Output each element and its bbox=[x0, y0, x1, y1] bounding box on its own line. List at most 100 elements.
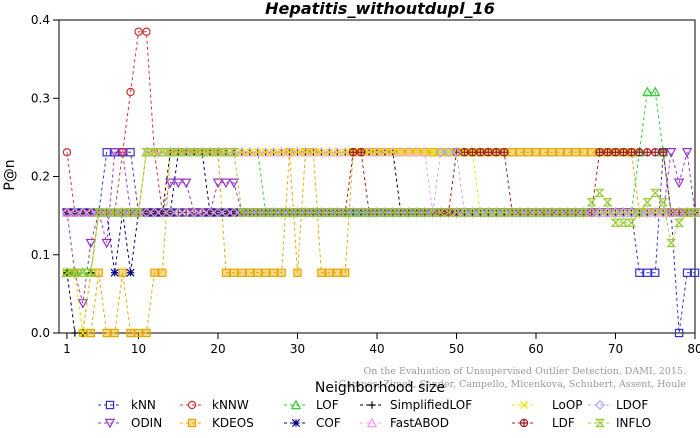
data-point-loop bbox=[333, 148, 342, 157]
series-odin bbox=[61, 148, 700, 309]
x-tick-label: 60 bbox=[528, 342, 543, 356]
data-point-kdeos bbox=[142, 328, 151, 338]
series-line-loop bbox=[67, 151, 695, 334]
data-point-loop bbox=[428, 148, 437, 157]
data-point-kdeos bbox=[563, 148, 573, 157]
legend-item-odin: ODIN bbox=[98, 416, 162, 430]
x-tick-label: 50 bbox=[449, 342, 464, 356]
data-point-ldf bbox=[611, 148, 620, 157]
data-point-inflo bbox=[117, 208, 128, 217]
watermark-line-1: On the Evaluation of Unsupervised Outlie… bbox=[363, 366, 686, 377]
data-point-kdeos bbox=[293, 268, 302, 277]
data-point-ldof bbox=[85, 207, 96, 218]
data-point-knnw bbox=[134, 27, 143, 36]
legend-marker-kdeos bbox=[187, 418, 197, 428]
x-tick-label: 80 bbox=[687, 342, 700, 356]
legend-label-inflo: INFLO bbox=[616, 416, 651, 430]
data-point-ldf bbox=[603, 148, 612, 157]
data-point-inflo bbox=[642, 198, 653, 207]
data-point-ldof bbox=[69, 207, 80, 218]
data-point-fastabod bbox=[332, 146, 343, 157]
series-kdeos bbox=[62, 148, 700, 338]
data-point-kdeos bbox=[261, 268, 270, 277]
y-tick-label: 0.3 bbox=[31, 91, 50, 105]
data-point-ldf bbox=[484, 148, 493, 157]
data-point-inflo bbox=[276, 208, 287, 217]
legend-marker-fastabod bbox=[366, 417, 378, 428]
data-point-inflo bbox=[634, 208, 645, 217]
data-point-ldf bbox=[651, 148, 660, 157]
data-point-inflo bbox=[77, 268, 88, 277]
legend-marker-inflo bbox=[594, 418, 606, 428]
data-point-loop bbox=[420, 148, 429, 157]
data-point-loop bbox=[269, 148, 278, 157]
data-point-ldof bbox=[141, 207, 152, 218]
data-point-ldf bbox=[659, 148, 668, 157]
data-point-loop bbox=[396, 148, 405, 157]
data-point-knn bbox=[674, 328, 684, 338]
data-point-inflo bbox=[205, 148, 216, 157]
data-point-inflo bbox=[546, 208, 557, 217]
data-point-inflo bbox=[284, 208, 295, 217]
data-point-fastabod bbox=[379, 146, 391, 157]
data-point-odin bbox=[173, 178, 184, 189]
legend-item-knnw: kNNW bbox=[180, 398, 249, 412]
data-point-inflo bbox=[364, 208, 375, 217]
data-point-kdeos bbox=[158, 268, 167, 277]
x-tick-label: 1 bbox=[63, 342, 71, 356]
data-point-inflo bbox=[538, 208, 549, 217]
data-point-inflo bbox=[141, 148, 152, 157]
data-point-ldof bbox=[602, 207, 613, 218]
data-point-kdeos bbox=[325, 268, 334, 277]
data-point-kdeos bbox=[102, 328, 111, 338]
data-point-fastabod bbox=[284, 146, 295, 157]
data-point-kdeos bbox=[221, 268, 231, 277]
chart-title: Hepatitis_withoutdupl_16 bbox=[265, 0, 495, 18]
legend-item-ldf: LDF bbox=[512, 416, 575, 430]
legend-item-lof: LOF bbox=[284, 398, 339, 412]
data-point-knnw bbox=[118, 148, 127, 157]
y-tick-label: 0.4 bbox=[31, 13, 50, 27]
legend-item-cof: COF bbox=[284, 416, 341, 430]
data-point-inflo bbox=[173, 148, 184, 157]
data-point-inflo bbox=[181, 148, 192, 157]
data-point-inflo bbox=[523, 208, 534, 217]
data-point-kdeos bbox=[110, 328, 119, 338]
data-point-loop bbox=[309, 148, 318, 157]
data-point-inflo bbox=[324, 208, 335, 217]
data-point-inflo bbox=[300, 208, 311, 217]
data-point-inflo bbox=[69, 268, 80, 277]
data-point-ldof bbox=[220, 207, 231, 218]
data-point-odin bbox=[681, 148, 693, 158]
data-point-odin bbox=[665, 148, 677, 158]
data-point-kdeos bbox=[245, 268, 254, 277]
data-point-inflo bbox=[252, 208, 263, 217]
x-tick-label: 70 bbox=[608, 342, 623, 356]
data-point-ldof bbox=[61, 207, 72, 218]
legend-marker-loop bbox=[519, 400, 529, 410]
data-point-ldf bbox=[348, 148, 358, 157]
data-point-inflo bbox=[197, 148, 208, 157]
data-point-inflo bbox=[499, 208, 510, 217]
data-point-inflo bbox=[594, 188, 605, 198]
data-point-ldof bbox=[594, 207, 605, 218]
data-point-ldof bbox=[189, 207, 200, 218]
legend-marker-simplifiedlof bbox=[368, 401, 376, 409]
data-point-inflo bbox=[85, 268, 96, 277]
data-point-inflo bbox=[475, 208, 486, 217]
data-point-ldof bbox=[212, 207, 224, 218]
data-point-ldof bbox=[149, 207, 160, 218]
y-tick-label: 0.1 bbox=[31, 248, 50, 262]
data-point-inflo bbox=[419, 208, 430, 217]
data-point-odin bbox=[220, 178, 232, 189]
watermark: On the Evaluation of Unsupervised Outlie… bbox=[339, 366, 687, 390]
data-point-loop bbox=[245, 148, 254, 157]
data-point-simplifiedlof bbox=[71, 329, 79, 337]
series-line-simplifiedlof bbox=[66, 151, 695, 334]
data-point-inflo bbox=[459, 208, 470, 217]
legend-label-loop: LoOP bbox=[552, 398, 583, 412]
data-point-ldof bbox=[197, 207, 208, 218]
y-tick-label: 0.0 bbox=[31, 326, 50, 340]
data-point-inflo bbox=[149, 148, 160, 157]
data-point-kdeos bbox=[118, 268, 127, 277]
